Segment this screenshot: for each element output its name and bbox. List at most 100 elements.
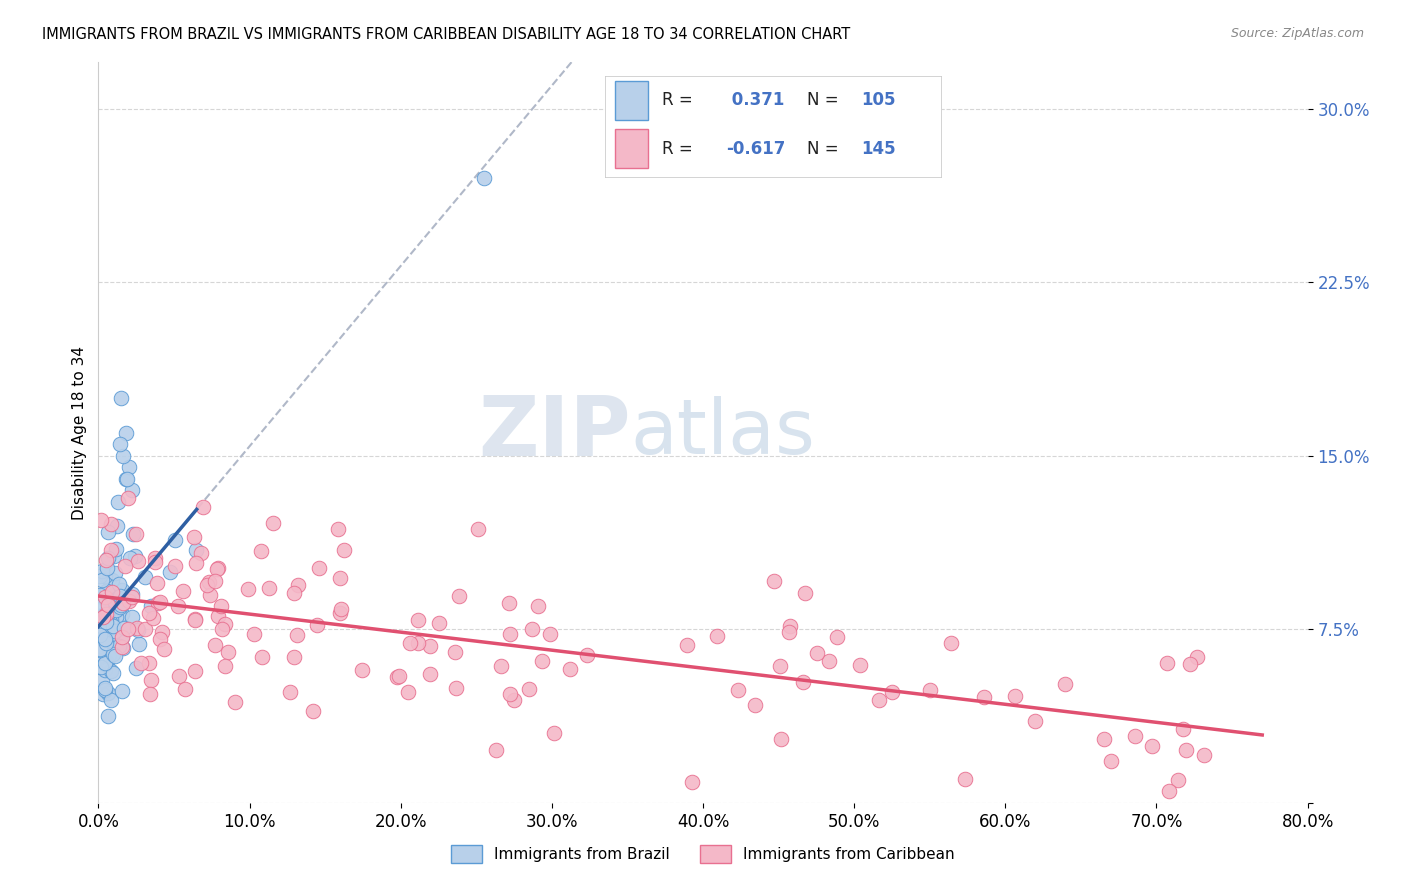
Point [214,617,236,632]
Point [243,627,266,641]
Point [121,527,143,541]
Point [489,659,512,673]
Point [138,607,160,621]
Point [1159,784,1181,798]
Point [207,609,229,624]
Text: R =: R = [662,140,693,158]
Point [329,570,352,584]
Point [120,551,142,566]
Point [305,617,328,632]
Point [97,709,120,723]
Point [406,613,429,627]
Point [159,566,181,580]
Point [882,685,904,699]
Point [150,624,173,639]
Point [165,533,187,548]
Point [107,591,129,605]
Point [94,610,117,624]
Point [101,637,124,651]
Point [139,673,162,687]
Point [114,594,136,608]
Point [527,599,550,613]
Point [419,639,441,653]
Point [93,607,115,621]
Point [1004,689,1026,703]
Point [329,606,352,620]
Text: 0.371: 0.371 [725,92,785,110]
Point [173,584,195,599]
Point [90,639,112,653]
Point [101,573,124,587]
Point [204,574,226,588]
Point [125,661,148,675]
Point [308,560,330,574]
Point [96,655,118,669]
Point [91,564,114,578]
Point [427,616,450,631]
Point [90,660,112,674]
Point [103,593,125,607]
Point [149,595,172,609]
Point [498,627,520,641]
Point [204,638,226,652]
Point [104,597,127,611]
Point [127,623,149,637]
Point [406,636,429,650]
Point [121,610,143,624]
Point [94,632,117,647]
Point [792,675,814,690]
Text: Source: ZipAtlas.com: Source: ZipAtlas.com [1230,27,1364,40]
Point [418,666,440,681]
Point [94,683,117,698]
Point [1194,747,1216,762]
Point [217,645,239,659]
Point [444,645,467,659]
Point [1099,755,1122,769]
Point [94,657,117,672]
Point [973,690,995,704]
Point [207,561,229,575]
Point [1140,739,1163,753]
Point [107,495,129,509]
Bar [614,81,648,120]
Point [543,725,565,739]
Point [118,594,141,608]
Point [249,544,271,558]
Point [91,625,114,640]
Point [117,622,139,636]
Point [91,687,114,701]
Point [111,595,134,609]
Point [105,597,128,611]
Point [503,693,526,707]
Point [104,610,127,624]
Point [472,171,495,186]
Point [96,583,118,598]
Point [103,549,125,563]
Point [94,657,117,671]
Point [121,590,143,604]
Point [153,641,176,656]
Point [118,460,141,475]
Point [97,551,120,566]
Point [105,519,128,533]
Point [257,581,280,595]
Point [183,612,205,626]
Point [90,648,112,663]
Point [114,472,136,486]
Point [104,566,127,581]
Point [93,569,115,583]
Point [100,693,122,707]
Point [250,650,273,665]
Point [111,631,134,645]
Point [111,449,134,463]
Point [1054,677,1077,691]
Bar [614,129,648,168]
Point [166,599,188,614]
Point [849,657,872,672]
Point [98,633,121,648]
Point [520,622,543,636]
Point [114,425,136,440]
Point [287,578,309,592]
Point [681,775,703,789]
Point [108,592,131,607]
